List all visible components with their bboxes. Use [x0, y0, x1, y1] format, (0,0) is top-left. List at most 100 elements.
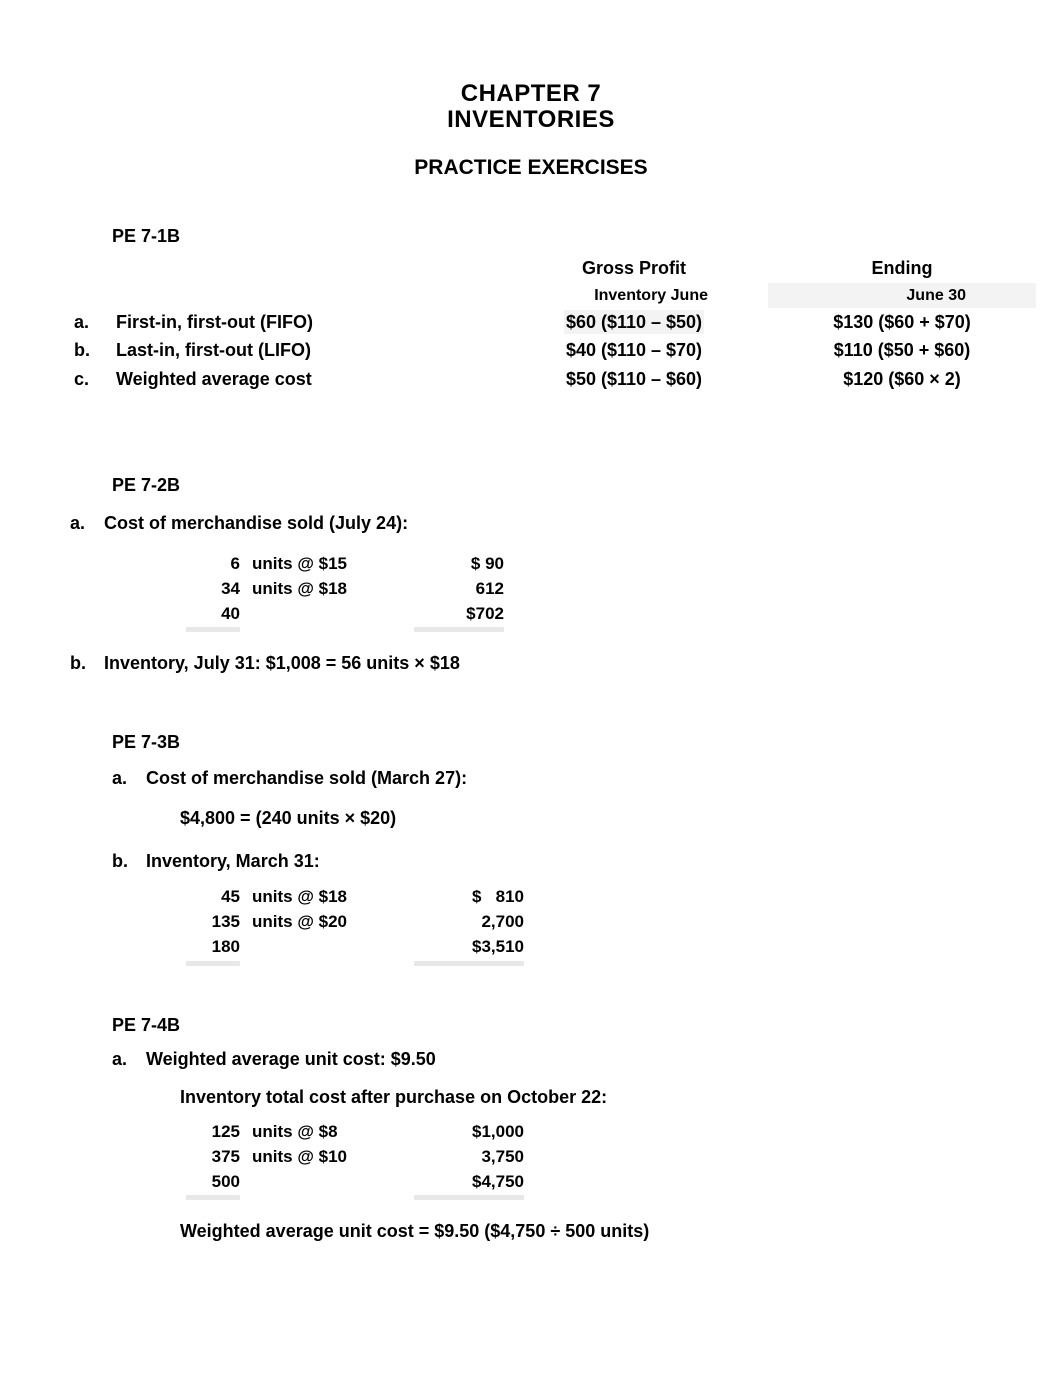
- pe74b-a-heading: Weighted average unit cost: $9.50: [146, 1047, 992, 1071]
- pe71b-b-idx: b.: [70, 336, 112, 364]
- pe74b-l2-qty: 375: [180, 1145, 246, 1170]
- pe73b-l2-qty: 135: [180, 910, 246, 935]
- pe72b-l3-qty: 40: [180, 602, 246, 627]
- pe71b-a-desc: First-in, first-out (FIFO): [112, 308, 500, 336]
- inventories-line: INVENTORIES: [70, 106, 992, 134]
- pe72b-calc-table: 6 units @ $15 $ 90 34 units @ $18 612 40…: [180, 552, 510, 634]
- pe73b-a-row: a. Cost of merchandise sold (March 27):: [112, 766, 992, 790]
- pe74b-l2: 375 units @ $10 3,750: [180, 1145, 530, 1170]
- pe71b-a-gp: $60 ($110 – $50): [564, 310, 704, 334]
- pe72b-l3-desc: [246, 602, 408, 627]
- pe71b-row-a: a. First-in, first-out (FIFO) $60 ($110 …: [70, 308, 1036, 336]
- pe74b-l1-qty: 125: [180, 1120, 246, 1145]
- pe74b-l3-amt: $4,750: [408, 1170, 530, 1195]
- practice-heading: PRACTICE EXERCISES: [70, 156, 992, 180]
- pe71b-a-ei: $130 ($60 + $70): [833, 312, 971, 332]
- page: CHAPTER 7 INVENTORIES PRACTICE EXERCISES…: [0, 0, 1062, 1377]
- pe73b-l3-desc: [246, 935, 408, 960]
- pe73b-l1-desc: units @ $18: [246, 885, 408, 910]
- pe74b-footer: Weighted average unit cost = $9.50 ($4,7…: [180, 1219, 992, 1243]
- pe72b-l3: 40 $702: [180, 602, 510, 627]
- inv-june-header: Inventory June: [594, 287, 708, 304]
- pe71b-a-idx: a.: [70, 308, 112, 336]
- shade-bar: [414, 627, 504, 632]
- pe-7-4b-section: PE 7-4B a. Weighted average unit cost: $…: [70, 1013, 992, 1244]
- pe71b-c-ei: $120 ($60 × 2): [843, 369, 961, 389]
- title-block: CHAPTER 7 INVENTORIES PRACTICE EXERCISES: [70, 80, 992, 180]
- pe73b-a-formula: $4,800 = (240 units × $20): [180, 806, 992, 830]
- pe74b-l3-desc: [246, 1170, 408, 1195]
- gp-header: Gross Profit: [582, 258, 686, 278]
- pe73b-l3: 180 $3,510: [180, 935, 530, 960]
- pe73b-l2-amt: 2,700: [408, 910, 530, 935]
- pe71b-c-idx: c.: [70, 365, 112, 393]
- pe71b-row-c: c. Weighted average cost $50 ($110 – $60…: [70, 365, 1036, 393]
- pe-7-1b-label: PE 7-1B: [112, 224, 992, 248]
- pe73b-l2-desc: units @ $20: [246, 910, 408, 935]
- pe72b-l2-amt: 612: [408, 577, 510, 602]
- pe71b-c-gp: $50 ($110 – $60): [566, 369, 702, 389]
- pe72b-l1-qty: 6: [180, 552, 246, 577]
- pe74b-l3: 500 $4,750: [180, 1170, 530, 1195]
- pe72b-l2-desc: units @ $18: [246, 577, 408, 602]
- pe73b-calc-table: 45 units @ $18 $ 810 135 units @ $20 2,7…: [180, 885, 530, 967]
- pe72b-l1: 6 units @ $15 $ 90: [180, 552, 510, 577]
- pe74b-l2-amt: 3,750: [408, 1145, 530, 1170]
- pe72b-l2-qty: 34: [180, 577, 246, 602]
- t71-header-row2: Inventory June June 30: [70, 283, 1036, 309]
- pe73b-l1: 45 units @ $18 $ 810: [180, 885, 530, 910]
- chapter-line: CHAPTER 7: [70, 80, 992, 108]
- pe71b-b-desc: Last-in, first-out (LIFO): [112, 336, 500, 364]
- pe72b-b-idx: b.: [70, 651, 104, 675]
- pe73b-b-idx: b.: [112, 849, 146, 873]
- pe74b-calc-table: 125 units @ $8 $1,000 375 units @ $10 3,…: [180, 1120, 530, 1202]
- pe73b-l3-qty: 180: [180, 935, 246, 960]
- pe74b-a-idx: a.: [112, 1047, 146, 1071]
- pe73b-b-heading: Inventory, March 31:: [146, 849, 992, 873]
- pe71b-b-ei: $110 ($50 + $60): [834, 340, 971, 360]
- pe72b-l2: 34 units @ $18 612: [180, 577, 510, 602]
- pe73b-b-row: b. Inventory, March 31:: [112, 849, 992, 873]
- t71-header-row1: Gross Profit Ending: [70, 254, 1036, 282]
- pe74b-a-sub: Inventory total cost after purchase on O…: [180, 1085, 992, 1109]
- pe72b-l1-amt: $ 90: [408, 552, 510, 577]
- pe72b-a-idx: a.: [70, 511, 104, 535]
- pe74b-l1-amt: $1,000: [408, 1120, 530, 1145]
- pe71b-b-gp: $40 ($110 – $70): [566, 340, 702, 360]
- pe72b-b-text: Inventory, July 31: $1,008 = 56 units × …: [104, 651, 992, 675]
- pe73b-shade-row: [180, 960, 530, 967]
- pe74b-l2-desc: units @ $10: [246, 1145, 408, 1170]
- pe72b-a-heading: Cost of merchandise sold (July 24):: [104, 511, 992, 535]
- pe72b-l3-amt: $702: [408, 602, 510, 627]
- pe73b-l1-qty: 45: [180, 885, 246, 910]
- shade-bar: [414, 961, 524, 966]
- pe72b-l1-desc: units @ $15: [246, 552, 408, 577]
- pe-7-2b-section: PE 7-2B a. Cost of merchandise sold (Jul…: [70, 473, 992, 676]
- pe-7-3b-label: PE 7-3B: [112, 730, 992, 754]
- pe74b-shade-row: [180, 1194, 530, 1201]
- pe73b-l3-amt: $3,510: [408, 935, 530, 960]
- pe-7-1b-table: Gross Profit Ending Inventory June June …: [70, 254, 1036, 393]
- pe72b-a-row: a. Cost of merchandise sold (July 24):: [70, 511, 992, 535]
- pe74b-l1: 125 units @ $8 $1,000: [180, 1120, 530, 1145]
- pe73b-a-idx: a.: [112, 766, 146, 790]
- shade-bar: [186, 1195, 240, 1200]
- pe-7-4b-label: PE 7-4B: [112, 1013, 992, 1037]
- pe71b-row-b: b. Last-in, first-out (LIFO) $40 ($110 –…: [70, 336, 1036, 364]
- ending-header: Ending: [872, 258, 933, 278]
- pe72b-shade-row: [180, 626, 510, 633]
- shade-bar: [414, 1195, 524, 1200]
- pe73b-a-heading: Cost of merchandise sold (March 27):: [146, 766, 992, 790]
- shade-bar: [186, 627, 240, 632]
- june30-header: June 30: [906, 287, 966, 304]
- pe-7-2b-label: PE 7-2B: [112, 473, 992, 497]
- shade-bar: [186, 961, 240, 966]
- pe74b-l1-desc: units @ $8: [246, 1120, 408, 1145]
- pe-7-1b-section: PE 7-1B Gross Profit Ending Inventory Ju…: [70, 224, 992, 393]
- pe72b-b-row: b. Inventory, July 31: $1,008 = 56 units…: [70, 651, 992, 675]
- pe-7-3b-section: PE 7-3B a. Cost of merchandise sold (Mar…: [70, 730, 992, 967]
- pe71b-c-desc: Weighted average cost: [112, 365, 500, 393]
- pe73b-l2: 135 units @ $20 2,700: [180, 910, 530, 935]
- pe73b-l1-amt: $ 810: [408, 885, 530, 910]
- pe74b-a-row: a. Weighted average unit cost: $9.50: [112, 1047, 992, 1071]
